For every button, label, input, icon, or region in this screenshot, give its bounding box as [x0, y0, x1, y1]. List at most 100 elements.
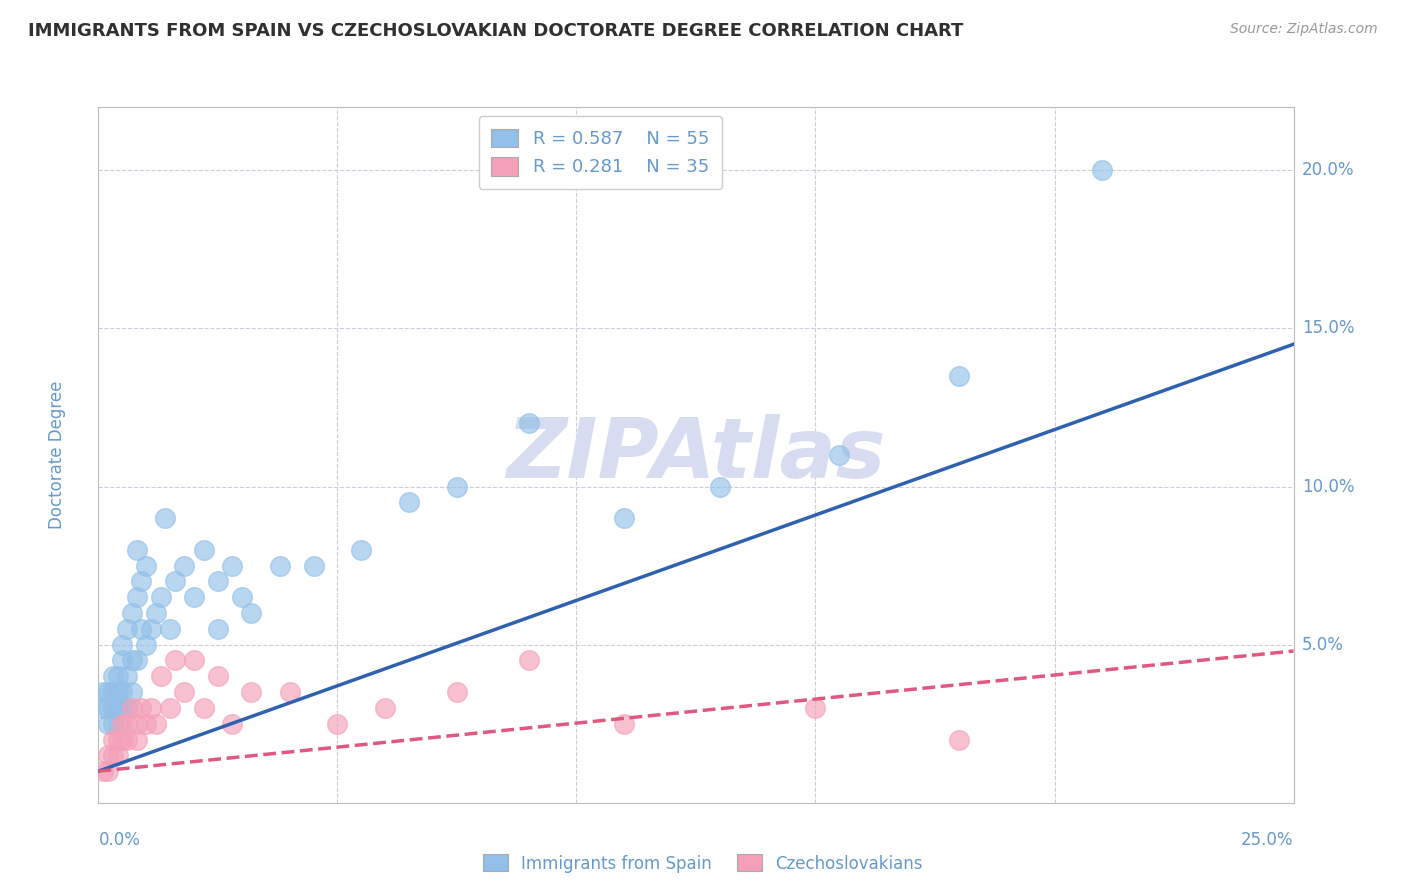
Point — [446, 685, 468, 699]
Point — [613, 511, 636, 525]
Point — [1091, 163, 1114, 178]
Point — [115, 732, 138, 747]
Point — [240, 685, 263, 699]
Point — [221, 716, 243, 731]
Text: IMMIGRANTS FROM SPAIN VS CZECHOSLOVAKIAN DOCTORATE DEGREE CORRELATION CHART: IMMIGRANTS FROM SPAIN VS CZECHOSLOVAKIAN… — [28, 22, 963, 40]
Point — [101, 748, 124, 763]
Point — [269, 558, 291, 573]
Point — [97, 716, 120, 731]
Text: 0.0%: 0.0% — [98, 830, 141, 848]
Point — [159, 701, 181, 715]
Point — [135, 558, 157, 573]
Point — [139, 622, 162, 636]
Point — [111, 701, 134, 715]
Point — [125, 542, 148, 557]
Point — [131, 622, 153, 636]
Point — [828, 448, 851, 462]
Point — [91, 701, 114, 715]
Point — [240, 606, 263, 620]
Point — [101, 669, 124, 683]
Point — [948, 368, 970, 383]
Point — [221, 558, 243, 573]
Point — [183, 591, 205, 605]
Point — [107, 685, 129, 699]
Point — [111, 685, 134, 699]
Point — [517, 417, 540, 431]
Point — [163, 574, 186, 589]
Point — [121, 653, 143, 667]
Legend: R = 0.587    N = 55, R = 0.281    N = 35: R = 0.587 N = 55, R = 0.281 N = 35 — [479, 116, 721, 189]
Point — [107, 669, 129, 683]
Point — [193, 542, 215, 557]
Point — [101, 732, 124, 747]
Point — [193, 701, 215, 715]
Legend: Immigrants from Spain, Czechoslovakians: Immigrants from Spain, Czechoslovakians — [477, 847, 929, 880]
Point — [107, 748, 129, 763]
Point — [111, 716, 134, 731]
Point — [446, 479, 468, 493]
Point — [173, 685, 195, 699]
Point — [111, 638, 134, 652]
Point — [91, 764, 114, 779]
Point — [350, 542, 373, 557]
Point — [107, 701, 129, 715]
Point — [97, 701, 120, 715]
Point — [101, 685, 124, 699]
Point — [97, 685, 120, 699]
Point — [107, 716, 129, 731]
Point — [135, 716, 157, 731]
Point — [101, 701, 124, 715]
Point — [804, 701, 827, 715]
Text: 5.0%: 5.0% — [1302, 636, 1344, 654]
Point — [91, 685, 114, 699]
Text: Doctorate Degree: Doctorate Degree — [48, 381, 66, 529]
Point — [155, 511, 177, 525]
Text: 15.0%: 15.0% — [1302, 319, 1354, 337]
Point — [231, 591, 253, 605]
Point — [115, 716, 138, 731]
Point — [207, 574, 229, 589]
Point — [278, 685, 301, 699]
Text: Source: ZipAtlas.com: Source: ZipAtlas.com — [1230, 22, 1378, 37]
Point — [173, 558, 195, 573]
Point — [613, 716, 636, 731]
Point — [111, 653, 134, 667]
Point — [97, 748, 120, 763]
Point — [125, 653, 148, 667]
Point — [97, 764, 120, 779]
Point — [121, 606, 143, 620]
Point — [398, 495, 420, 509]
Point — [948, 732, 970, 747]
Point — [125, 732, 148, 747]
Point — [159, 622, 181, 636]
Point — [302, 558, 325, 573]
Point — [131, 574, 153, 589]
Point — [145, 716, 167, 731]
Point — [125, 591, 148, 605]
Text: ZIPAtlas: ZIPAtlas — [506, 415, 886, 495]
Point — [145, 606, 167, 620]
Point — [374, 701, 396, 715]
Point — [139, 701, 162, 715]
Point — [326, 716, 349, 731]
Point — [183, 653, 205, 667]
Text: 25.0%: 25.0% — [1241, 830, 1294, 848]
Point — [115, 622, 138, 636]
Point — [111, 732, 134, 747]
Point — [207, 622, 229, 636]
Point — [149, 591, 172, 605]
Point — [101, 716, 124, 731]
Point — [107, 732, 129, 747]
Point — [135, 638, 157, 652]
Point — [121, 685, 143, 699]
Text: 10.0%: 10.0% — [1302, 477, 1354, 496]
Point — [121, 701, 143, 715]
Point — [131, 701, 153, 715]
Point — [125, 716, 148, 731]
Point — [115, 669, 138, 683]
Point — [709, 479, 731, 493]
Point — [517, 653, 540, 667]
Point — [207, 669, 229, 683]
Point — [163, 653, 186, 667]
Point — [149, 669, 172, 683]
